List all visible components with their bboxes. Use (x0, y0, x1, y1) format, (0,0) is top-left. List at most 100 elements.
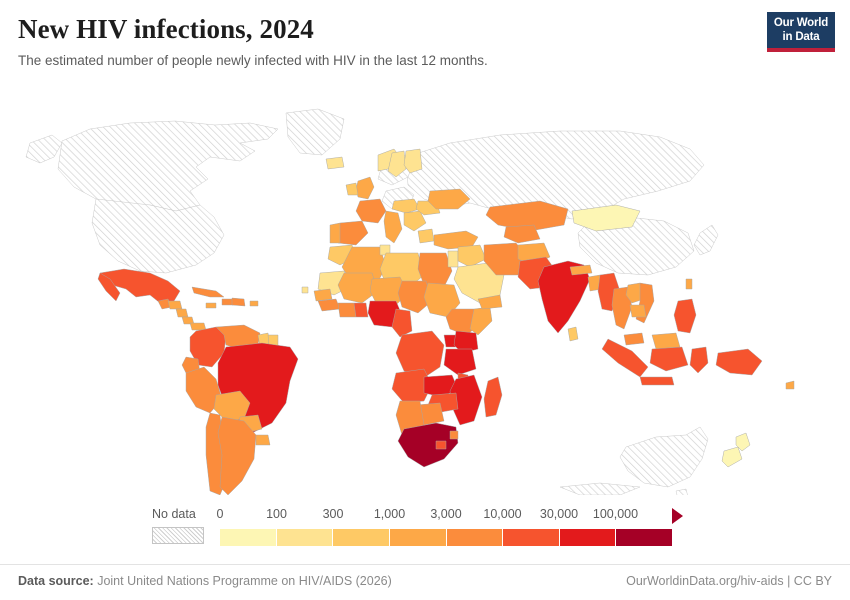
country-jamaica[interactable] (205, 302, 217, 309)
country-iceland[interactable] (325, 156, 345, 170)
country-nepal[interactable] (569, 264, 593, 276)
region-antarctic-fringe[interactable] (559, 482, 641, 495)
country-alaska[interactable] (25, 134, 63, 164)
footer-link[interactable]: OurWorldinData.org/hiv-aids | CC BY (626, 574, 832, 588)
world-choropleth-map[interactable] (0, 95, 850, 495)
region-americas[interactable] (97, 268, 299, 495)
country-senegal[interactable] (313, 288, 333, 302)
country-ukraine[interactable] (427, 188, 471, 210)
country-south-africa[interactable] (397, 422, 459, 468)
country-malaysia[interactable] (623, 332, 645, 346)
country-philippines[interactable] (673, 298, 697, 334)
country-fiji[interactable] (785, 380, 795, 390)
country-ghana[interactable] (353, 302, 369, 318)
country-guinea[interactable] (317, 298, 341, 312)
region-no-data[interactable] (25, 108, 345, 274)
legend-tick-3: 300 (322, 507, 344, 521)
legend-bin-6[interactable] (503, 529, 560, 546)
country-madagascar[interactable] (483, 376, 503, 418)
country-eswatini[interactable] (449, 430, 459, 440)
country-italy[interactable] (383, 210, 403, 244)
map-legend[interactable]: No data 0 100 300 1,000 3,000 10,000 30,000 100… (0, 508, 850, 552)
legend-bin-3[interactable] (333, 529, 390, 546)
country-ivory-coast[interactable] (337, 302, 357, 318)
country-mongolia[interactable] (571, 204, 641, 232)
legend-bin-4[interactable] (389, 529, 447, 546)
country-china[interactable] (577, 216, 695, 276)
country-cambodia[interactable] (629, 304, 647, 318)
legend-tick-8: 100,000 (592, 507, 639, 521)
legend-bin-7[interactable] (559, 529, 617, 546)
country-tasmania[interactable] (675, 488, 688, 495)
country-ireland[interactable] (345, 182, 359, 196)
country-baja[interactable] (97, 272, 121, 302)
country-tanzania[interactable] (443, 348, 477, 376)
country-australia[interactable] (619, 426, 709, 488)
country-indonesia-java[interactable] (639, 376, 675, 386)
country-dominican-republic[interactable] (231, 297, 246, 307)
country-indonesia-sumatra[interactable] (601, 338, 649, 378)
region-south-east-asia[interactable] (537, 204, 763, 386)
country-lesotho[interactable] (435, 440, 447, 450)
legend-color-scale[interactable]: 0 100 300 1,000 3,000 10,000 30,000 100,000 (217, 507, 683, 546)
country-finland[interactable] (403, 148, 423, 174)
region-europe[interactable] (329, 148, 479, 250)
country-haiti[interactable] (221, 298, 234, 306)
country-laos[interactable] (625, 282, 645, 304)
legend-no-data-group[interactable]: No data (152, 508, 210, 544)
country-malaysia-borneo[interactable] (651, 332, 681, 350)
country-india[interactable] (537, 260, 591, 334)
chart-header: New HIV infections, 2024 The estimated n… (0, 0, 850, 70)
region-middle-east-central-asia[interactable] (447, 200, 569, 310)
country-argentina[interactable] (217, 416, 257, 495)
country-balkans[interactable] (403, 210, 427, 232)
country-zambia[interactable] (423, 374, 459, 398)
country-puerto-rico[interactable] (249, 300, 259, 307)
country-taiwan[interactable] (685, 278, 693, 290)
country-greece[interactable] (417, 228, 435, 244)
country-uzbekistan[interactable] (503, 224, 541, 244)
country-papua-new-guinea[interactable] (715, 348, 763, 376)
country-indonesia-borneo[interactable] (649, 346, 689, 372)
country-greenland[interactable] (285, 108, 345, 156)
legend-bin-1[interactable] (220, 529, 277, 546)
country-cameroon[interactable] (391, 308, 413, 338)
country-united-states[interactable] (91, 198, 225, 274)
region-africa[interactable] (313, 244, 503, 468)
country-new-zealand-south[interactable] (721, 446, 743, 468)
country-united-kingdom[interactable] (355, 176, 375, 200)
legend-bin-8[interactable] (616, 529, 672, 546)
country-kazakhstan[interactable] (485, 200, 569, 232)
country-cuba[interactable] (191, 286, 225, 298)
country-yemen[interactable] (477, 294, 503, 310)
country-panama[interactable] (189, 322, 207, 331)
country-nicaragua[interactable] (175, 308, 189, 318)
legend-bin-2[interactable] (276, 529, 334, 546)
country-sri-lanka[interactable] (567, 326, 579, 342)
country-uruguay[interactable] (255, 434, 271, 446)
country-honduras[interactable] (167, 300, 183, 310)
country-chad[interactable] (397, 280, 433, 314)
legend-no-data-swatch[interactable] (152, 526, 204, 544)
country-cape-verde[interactable] (301, 286, 309, 294)
legend-bin-5[interactable] (446, 529, 504, 546)
country-dr-congo[interactable] (395, 330, 445, 380)
legend-tick-2: 100 (266, 507, 287, 521)
country-iraq[interactable] (457, 244, 487, 268)
country-sweden[interactable] (387, 150, 407, 178)
country-canada[interactable] (57, 120, 279, 212)
region-no-data-eurasia[interactable] (377, 130, 719, 276)
country-portugal[interactable] (329, 222, 341, 244)
owid-logo[interactable]: Our World in Data (767, 12, 835, 53)
country-austria-hungary[interactable] (391, 198, 421, 214)
region-small-islands[interactable] (301, 156, 693, 294)
country-iran[interactable] (483, 242, 529, 276)
country-japan[interactable] (693, 224, 719, 256)
country-israel-levant[interactable] (447, 250, 459, 268)
country-new-zealand[interactable] (735, 432, 751, 452)
country-france[interactable] (355, 198, 387, 224)
country-indonesia-sulawesi[interactable] (689, 346, 709, 374)
region-oceania[interactable] (721, 380, 795, 468)
country-angola[interactable] (391, 368, 433, 404)
legend-color-bar[interactable] (220, 529, 672, 546)
